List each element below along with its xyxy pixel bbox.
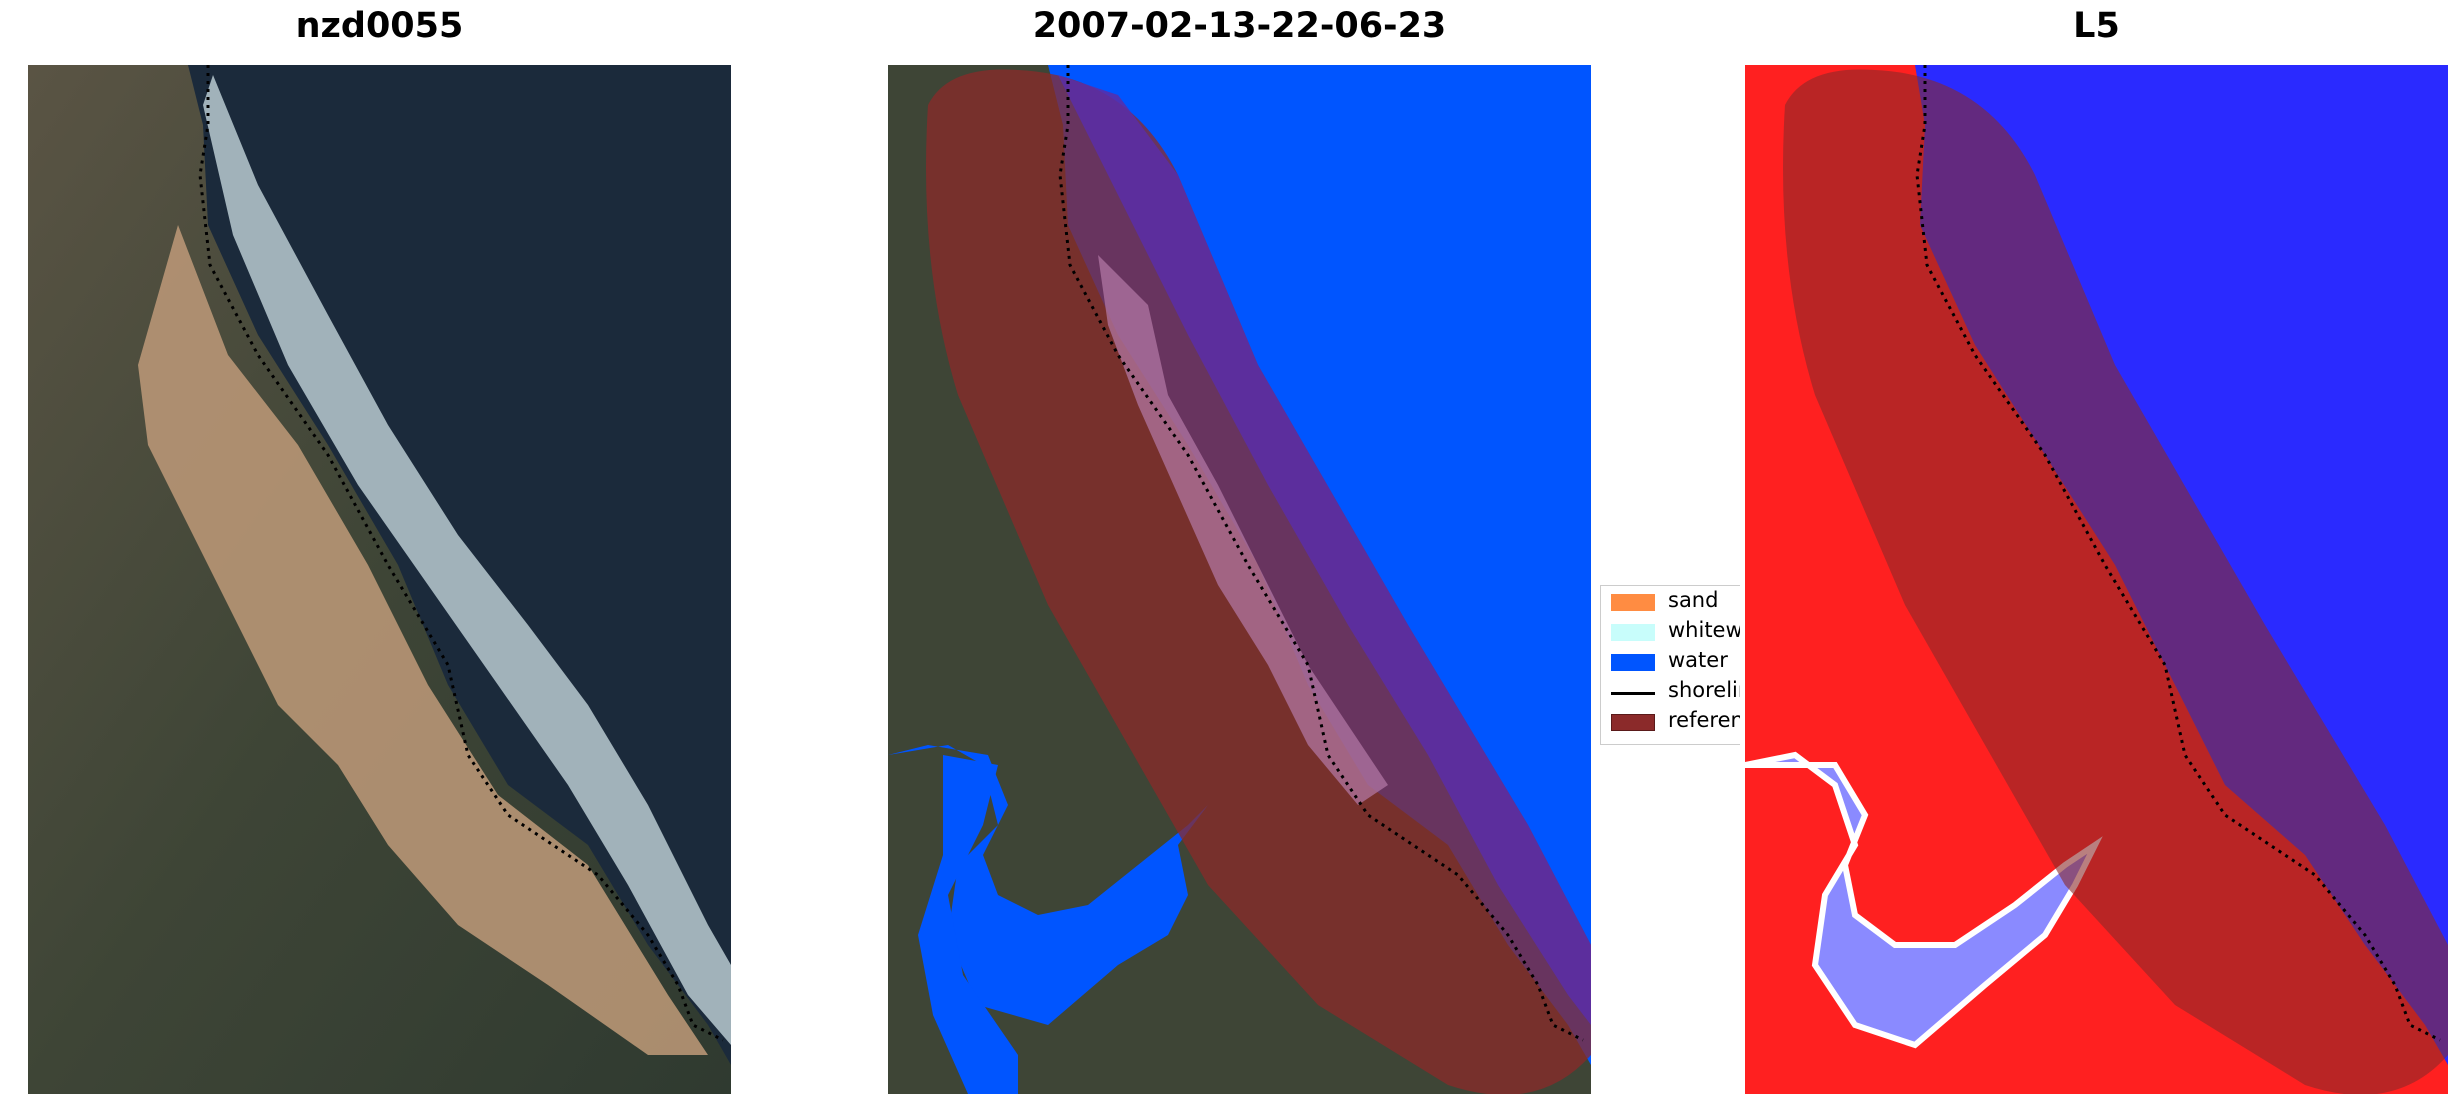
whitewater-overlap	[1098, 255, 1388, 805]
detected-shoreline	[1058, 65, 1584, 1042]
legend-item-sand: sand	[1601, 586, 1740, 616]
legend-label-sand: sand	[1668, 588, 1719, 612]
legend-label-water: water	[1668, 648, 1728, 672]
panel-title-rgb: nzd0055	[295, 6, 464, 46]
legend-swatch-reference-buffer	[1611, 714, 1655, 731]
detected-shoreline	[1915, 65, 2441, 1042]
river-channel-class	[918, 755, 1018, 1094]
legend-swatch-water	[1611, 654, 1655, 671]
index-image-panel	[1745, 65, 2448, 1094]
classified-image	[888, 65, 1591, 1094]
legend-swatch-sand	[1611, 594, 1655, 611]
legend-swatch-whitewater	[1611, 624, 1655, 641]
index-image	[1745, 65, 2448, 1094]
legend-swatch-shoreline	[1611, 692, 1655, 695]
beach-sand-area	[138, 225, 708, 1055]
detected-shoreline	[198, 65, 724, 1042]
legend-item-water: water	[1601, 646, 1740, 676]
legend-label-reference-buffer: reference shoreline buffer	[1668, 708, 1740, 732]
surf-zone	[203, 75, 731, 1045]
classified-image-panel	[888, 65, 1591, 1094]
legend-item-reference-buffer: reference shoreline buffer	[1601, 706, 1740, 736]
legend-item-shoreline: shoreline	[1601, 676, 1740, 706]
panel-title-index: L5	[2073, 6, 2120, 46]
rgb-image-panel	[28, 65, 731, 1094]
river-water-class	[888, 745, 1248, 1025]
panel-title-classified: 2007-02-13-22-06-23	[1032, 6, 1447, 46]
legend-label-shoreline: shoreline	[1668, 678, 1740, 702]
buffer-water-overlap	[1058, 75, 1591, 1025]
rgb-image	[28, 65, 731, 1094]
